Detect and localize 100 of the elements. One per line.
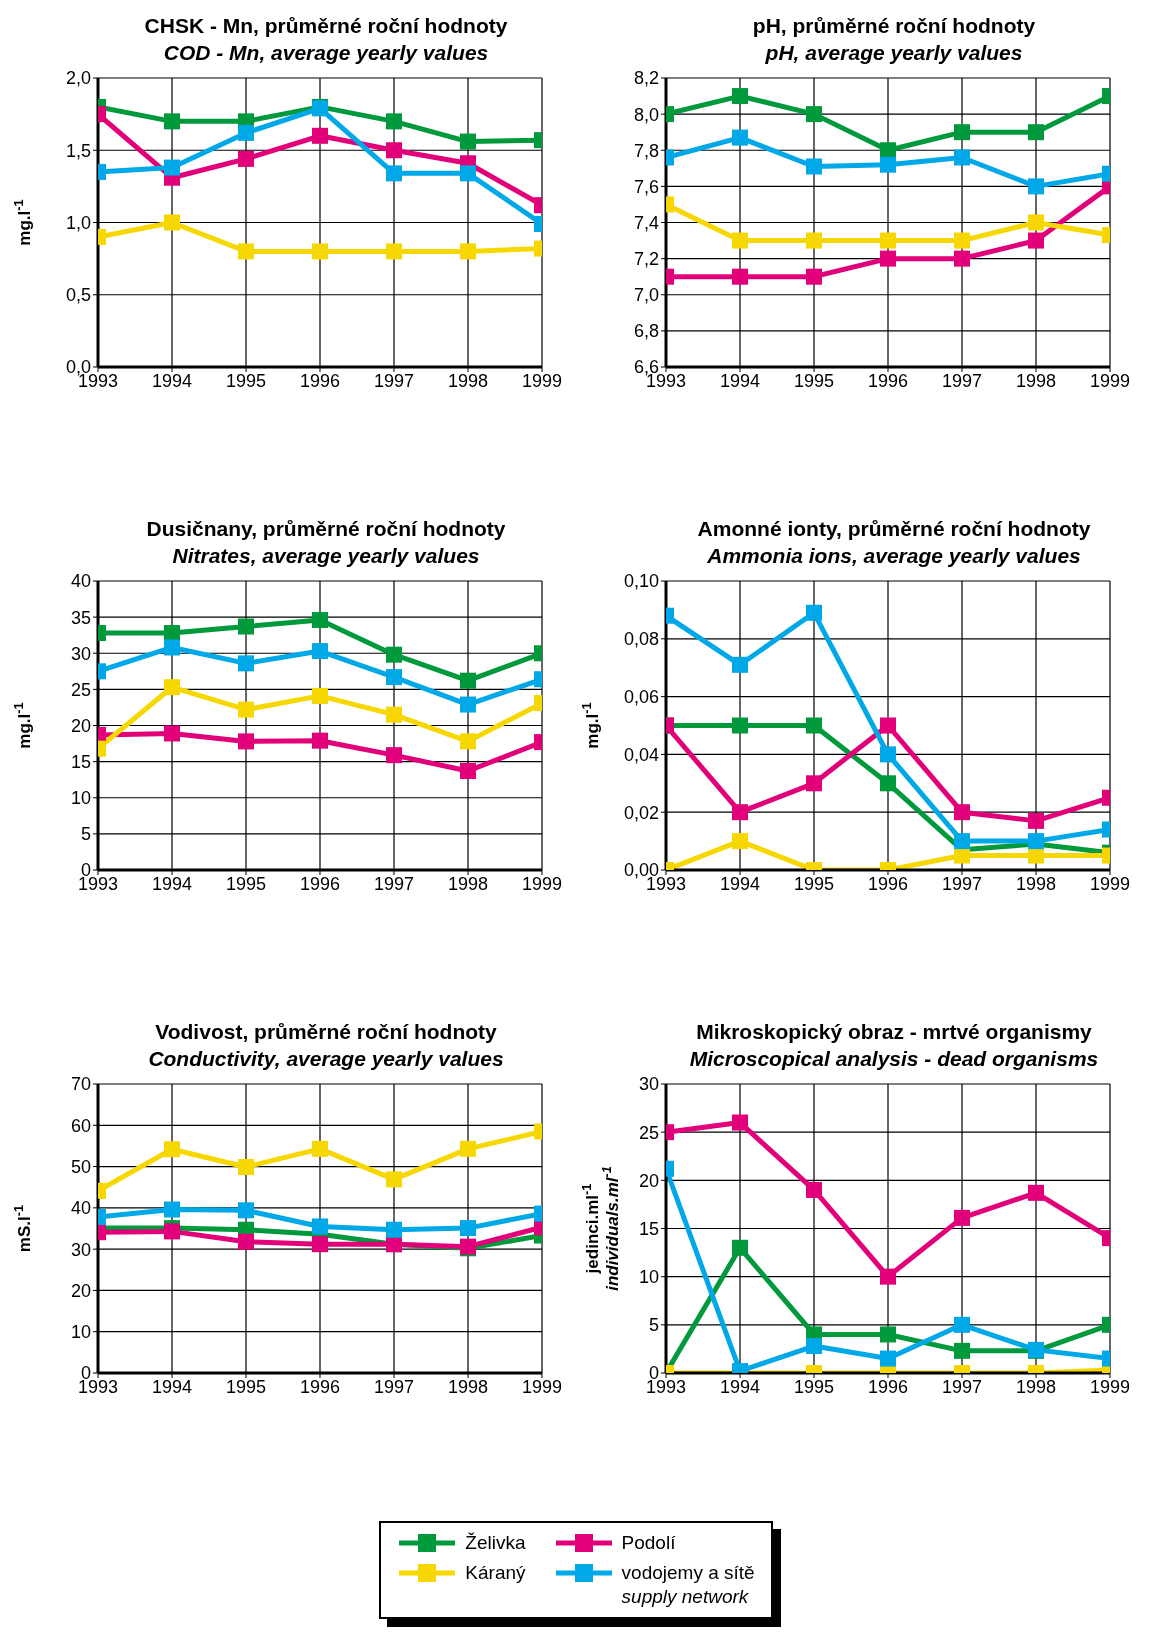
- x-tick-label: 1994: [719, 873, 761, 894]
- y-tick-label: 10: [70, 788, 91, 809]
- x-tick-label: 1996: [867, 370, 909, 391]
- y-tick-label: 5: [80, 824, 91, 845]
- y-tick-label: 7,2: [633, 249, 659, 270]
- point: [386, 669, 402, 686]
- y-tick-label: 7,8: [633, 140, 659, 161]
- x-tick-label: 1997: [941, 1376, 983, 1397]
- point: [880, 1326, 896, 1343]
- point: [238, 1158, 254, 1175]
- y-tick-label: 5: [648, 1315, 659, 1336]
- point: [806, 1338, 822, 1355]
- x-tick-label: 1996: [867, 873, 909, 894]
- legend-label: Podolí: [621, 1531, 676, 1555]
- y-tick-label: 7,4: [633, 212, 659, 233]
- point: [880, 142, 896, 159]
- point: [238, 150, 254, 167]
- point: [954, 250, 970, 267]
- point: [806, 268, 822, 285]
- y-tick-label: 40: [70, 571, 91, 592]
- x-tick-label: 1996: [867, 1376, 909, 1397]
- point: [460, 165, 476, 182]
- x-tick-label: 1996: [299, 370, 341, 391]
- y-tick-label: 7,6: [633, 176, 659, 197]
- point: [1028, 812, 1044, 829]
- point: [954, 804, 970, 821]
- point: [312, 612, 328, 629]
- chart-subtitle: Microscopical analysis - dead organisms: [688, 1046, 1100, 1072]
- point: [954, 1316, 970, 1333]
- point: [312, 243, 328, 260]
- x-tick-label: 1998: [447, 1376, 489, 1397]
- x-tick-label: 1996: [299, 873, 341, 894]
- x-tick-label: 1995: [793, 1376, 835, 1397]
- point: [806, 775, 822, 792]
- point: [164, 113, 180, 130]
- point: [164, 639, 180, 656]
- y-tick-label: 1,5: [65, 140, 91, 161]
- point: [312, 643, 328, 660]
- point: [732, 717, 748, 734]
- y-tick-label: 30: [70, 643, 91, 664]
- x-tick-label: 1994: [151, 1376, 193, 1397]
- legend-label: Káraný: [465, 1561, 526, 1585]
- chart-subtitle: COD - Mn, average yearly values: [162, 40, 490, 66]
- point: [386, 142, 402, 159]
- chart-subtitle: pH, average yearly values: [764, 40, 1024, 66]
- point: [460, 1220, 476, 1237]
- chart-title: pH, průměrné roční hodnoty: [751, 13, 1037, 39]
- y-tick-label: 10: [638, 1267, 659, 1288]
- y-tick-label: 1,0: [65, 212, 91, 233]
- point: [386, 113, 402, 130]
- point: [164, 214, 180, 231]
- point: [1028, 847, 1044, 864]
- y-tick-label: 20: [70, 715, 91, 736]
- y-tick-label: 7,0: [633, 285, 659, 306]
- y-tick-label: 0,5: [65, 285, 91, 306]
- point: [732, 268, 748, 285]
- y-tick-label: 50: [70, 1156, 91, 1177]
- x-tick-label: 1999: [521, 370, 563, 391]
- x-tick-label: 1998: [447, 370, 489, 391]
- point: [732, 129, 748, 146]
- point: [238, 124, 254, 141]
- point: [732, 232, 748, 249]
- point: [238, 733, 254, 750]
- x-tick-label: 1994: [719, 1376, 761, 1397]
- point: [954, 847, 970, 864]
- point: [806, 604, 822, 621]
- point: [954, 149, 970, 166]
- point: [312, 127, 328, 144]
- chart-title: Amonné ionty, průměrné roční hodnoty: [696, 516, 1092, 542]
- point: [386, 646, 402, 663]
- point: [164, 159, 180, 176]
- point: [238, 1233, 254, 1250]
- point: [806, 232, 822, 249]
- x-tick-label: 1999: [1089, 370, 1131, 391]
- point: [806, 106, 822, 123]
- point: [954, 833, 970, 850]
- point: [954, 232, 970, 249]
- y-tick-label: 8,2: [633, 68, 659, 89]
- y-tick-label: 10: [70, 1322, 91, 1343]
- x-tick-label: 1995: [793, 873, 835, 894]
- chart-subtitle: Ammonia ions, average yearly values: [706, 543, 1082, 569]
- point: [880, 1268, 896, 1285]
- x-tick-label: 1998: [1015, 370, 1057, 391]
- point: [460, 133, 476, 150]
- y-tick-label: 40: [70, 1198, 91, 1219]
- point: [954, 124, 970, 141]
- y-tick-label: 35: [70, 607, 91, 628]
- point: [386, 165, 402, 182]
- point: [880, 746, 896, 763]
- point: [732, 833, 748, 850]
- y-tick-label: 0,08: [623, 629, 659, 650]
- y-tick-label: 25: [638, 1122, 659, 1143]
- point: [1028, 214, 1044, 231]
- point: [880, 1350, 896, 1367]
- y-tick-label: 15: [638, 1218, 659, 1239]
- point: [460, 733, 476, 750]
- y-tick-label: 20: [70, 1280, 91, 1301]
- point: [806, 158, 822, 175]
- point: [312, 687, 328, 704]
- y-tick-label: 25: [70, 679, 91, 700]
